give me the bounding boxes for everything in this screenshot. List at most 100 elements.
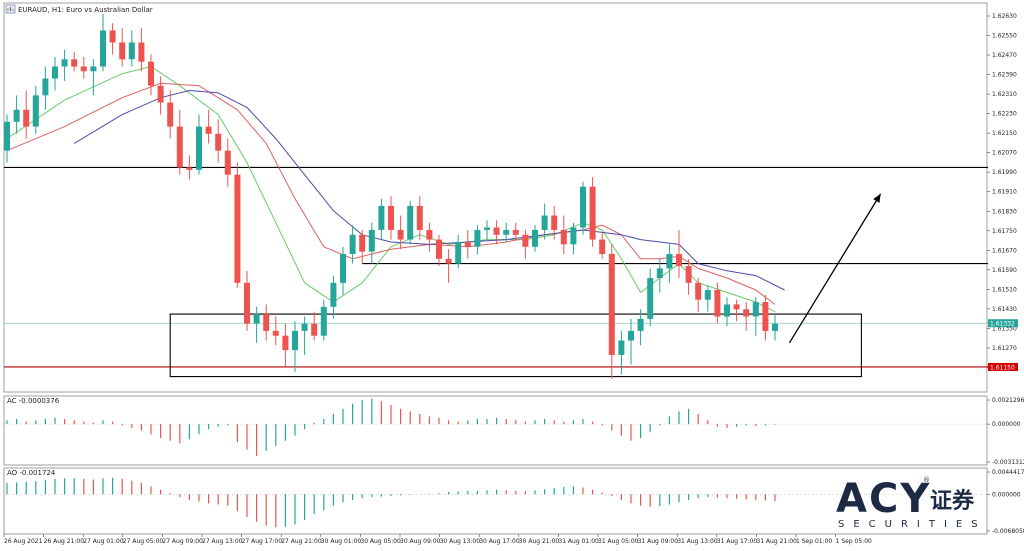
price-tick-label: 1.62230: [992, 111, 1017, 118]
price-tick-label: 1.62310: [992, 91, 1017, 98]
candle-body: [368, 229, 375, 252]
price-tick-label: 1.61750: [992, 228, 1017, 235]
time-tick-label: 26 Aug 21:00: [44, 538, 85, 545]
trend-arrow-shaft: [788, 193, 882, 344]
candle-body: [455, 241, 462, 264]
candle-body: [484, 227, 490, 230]
candle-body: [580, 186, 586, 228]
zone-rectangles[interactable]: [169, 313, 862, 378]
time-tick-label: 27 Aug 09:00: [162, 538, 203, 545]
ao-pane-frame: [3, 467, 988, 535]
price-tick-label: 1.62470: [992, 52, 1017, 59]
candle-body: [618, 340, 625, 355]
candle-body: [637, 318, 644, 331]
time-tick-label: 30 Aug 09:00: [400, 538, 441, 545]
price-tick-label: 1.61590: [992, 267, 1017, 274]
candle-body: [762, 302, 769, 331]
time-tick-label: 31 Aug 21:00: [756, 538, 797, 545]
candle-body: [157, 85, 164, 103]
candle-body: [752, 302, 759, 317]
candle-body: [551, 215, 558, 230]
main-pane-frame: [3, 2, 988, 393]
time-tick-label: 27 Aug 05:00: [123, 538, 164, 545]
candle-body: [71, 59, 78, 67]
time-tick-label: 30 Aug 13:00: [440, 538, 481, 545]
candle-body: [32, 95, 39, 127]
time-tick-label: 31 Aug 05:00: [598, 538, 639, 545]
time-tick-label: 31 Aug 17:00: [717, 538, 758, 545]
horizontal-levels[interactable]: [4, 166, 988, 368]
indicator-tick-label: 0.000000: [992, 491, 1021, 498]
time-tick-label: 30 Aug 05:00: [360, 538, 401, 545]
candle-body: [176, 126, 183, 168]
price-tick-label: 1.61830: [992, 208, 1017, 215]
candle-body: [186, 167, 193, 170]
ac-pane-frame: [3, 395, 988, 466]
candle-body: [436, 239, 442, 259]
candle-body: [474, 229, 481, 247]
candle-body: [13, 109, 20, 122]
candle-body: [599, 239, 606, 254]
candle-body: [695, 282, 702, 300]
candle-body: [388, 205, 394, 230]
current-price-badge: 1.61332: [988, 319, 1018, 328]
candle-body: [589, 186, 596, 240]
candle-body: [330, 282, 337, 307]
candle-body: [676, 253, 682, 267]
time-tick-label: 26 Aug 2021: [4, 538, 43, 545]
moving-average-line: [6, 66, 776, 313]
time-tick-label: 30 Aug 17:00: [479, 538, 520, 545]
price-tick-label: 1.62390: [992, 72, 1017, 79]
time-tick-label: 31 Aug 09:00: [638, 538, 679, 545]
time-tick-label: 30 Aug 01:00: [321, 538, 362, 545]
time-tick-label: 27 Aug 01:00: [83, 538, 124, 545]
time-tick-label: 31 Aug 13:00: [677, 538, 718, 545]
price-tick-label: 1.61350: [992, 325, 1017, 332]
ao-indicator-title: AO -0.001724: [7, 469, 56, 477]
support-price-badge-bg: [988, 362, 1018, 371]
time-tick-label: 27 Aug 17:00: [242, 538, 283, 545]
candle-body: [61, 59, 68, 67]
indicator-tick-label: 0.0044417: [992, 469, 1024, 476]
candle-body: [704, 290, 711, 300]
price-tick-label: 1.61430: [992, 306, 1017, 313]
window-title: EURAUD, H1: Euro vs Australian Dollar: [18, 6, 153, 14]
candle-body: [560, 229, 567, 245]
candle-body: [23, 109, 30, 127]
candle-body: [253, 314, 260, 324]
candle-body: [119, 42, 126, 60]
candle-body: [4, 121, 10, 151]
candle-body: [292, 330, 298, 351]
time-axis: 26 Aug 2021 26 Aug 21:00 27 Aug 01:00 27 Au…: [3, 534, 872, 545]
candle-body: [628, 330, 634, 341]
price-tick-label: 1.61990: [992, 169, 1017, 176]
candle-body: [397, 229, 404, 240]
candle-body: [196, 126, 202, 170]
candle-body: [301, 323, 308, 331]
time-tick-label: 1 Sep 01:00: [796, 538, 832, 545]
trend-arrows[interactable]: [788, 193, 882, 344]
candle-body: [215, 133, 222, 151]
candle-body: [733, 304, 740, 310]
ac-indicator-title: AC -0.0000376: [7, 397, 60, 405]
candle-body: [167, 102, 174, 127]
price-tick-label: 1.62550: [992, 33, 1017, 40]
support-price-badge: 1.61150: [988, 362, 1018, 371]
candle-body: [464, 241, 471, 247]
candle-body: [349, 234, 356, 254]
current-price-badge-bg: [988, 319, 1018, 328]
support-price-label: 1.61150: [990, 364, 1015, 371]
candle-body: [311, 323, 318, 336]
candle-body: [666, 253, 673, 269]
candle-body: [685, 266, 692, 283]
time-tick-label: 30 Aug 21:00: [519, 538, 560, 545]
candle-body: [90, 66, 97, 72]
candle-body: [445, 258, 452, 264]
candle-body: [234, 174, 241, 283]
indicator-tick-label: 0.000000: [992, 421, 1021, 428]
price-axis: 1.62630 1.62550 1.62470 1.62390 1.62310 1.622…: [987, 13, 1024, 535]
price-tick-label: 1.62070: [992, 150, 1017, 157]
indicator-tick-label: -0.0031312: [992, 459, 1024, 466]
